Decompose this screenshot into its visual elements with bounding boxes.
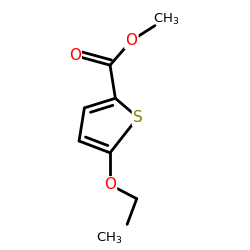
Text: CH$_3$: CH$_3$ <box>96 231 122 246</box>
Text: O: O <box>126 33 138 48</box>
Text: S: S <box>133 110 143 125</box>
Text: O: O <box>69 48 81 63</box>
Text: O: O <box>104 177 116 192</box>
Text: CH$_3$: CH$_3$ <box>154 12 180 27</box>
